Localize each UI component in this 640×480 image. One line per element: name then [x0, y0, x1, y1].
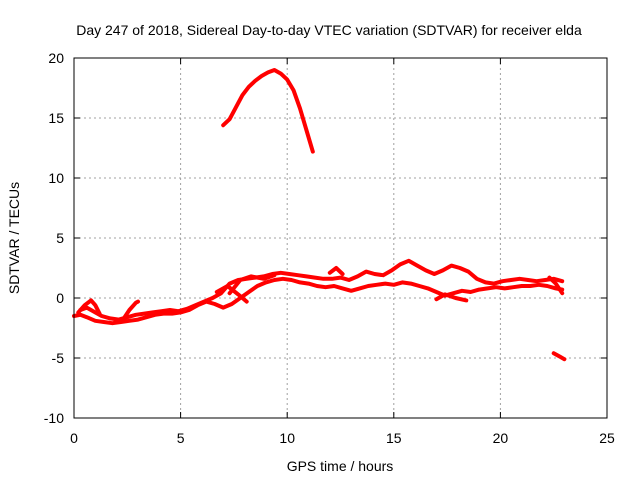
x-tick-label: 5: [177, 430, 185, 446]
y-tick-label: 5: [56, 230, 64, 246]
x-tick-label: 25: [599, 430, 615, 446]
series-arc-main-upper: [78, 258, 565, 322]
series-arc-spur-a: [76, 298, 102, 316]
chart-title: Day 247 of 2018, Sidereal Day-to-day VTE…: [76, 22, 582, 38]
y-tick-label: 10: [48, 170, 64, 186]
y-tick-label: -10: [44, 410, 64, 426]
x-tick-label: 10: [279, 430, 295, 446]
y-tick-label: 15: [48, 110, 64, 126]
y-tick-label: 0: [56, 290, 64, 306]
x-tick-labels: 0 5 10 15 20 25: [70, 430, 615, 446]
series-arc-spur-c: [227, 273, 277, 296]
y-tick-labels: -10 -5 0 5 10 15 20: [44, 50, 64, 426]
series-arc-spur-b: [121, 299, 140, 322]
y-tick-label: -5: [52, 350, 65, 366]
x-tick-label: 15: [386, 430, 402, 446]
grid-lines: [74, 58, 607, 418]
series-arc-spur-e: [327, 266, 345, 276]
series-arc-high: [221, 68, 315, 154]
series-arc-spur-f: [434, 292, 469, 303]
x-axis-label: GPS time / hours: [287, 458, 394, 474]
x-tick-label: 0: [70, 430, 78, 446]
data-series-group: [72, 68, 567, 362]
y-tick-label: 20: [48, 50, 64, 66]
series-arc-negative: [551, 351, 567, 362]
y-axis-label: SDTVAR / TECUs: [6, 182, 22, 294]
axis-ticks: [73, 57, 608, 419]
series-arc-spur-g: [547, 275, 565, 296]
series-arc-spur-d: [214, 284, 249, 304]
series-arc-main-lower: [72, 276, 565, 326]
x-tick-label: 20: [493, 430, 509, 446]
